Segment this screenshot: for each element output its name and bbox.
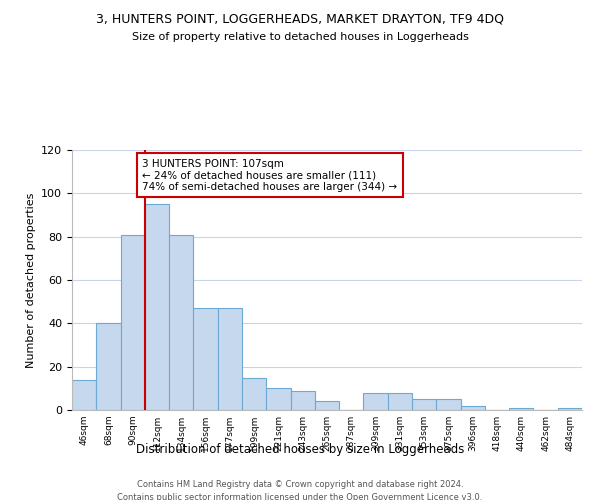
Bar [145,204,169,410]
Bar [364,392,388,410]
Bar [388,392,412,410]
Bar [461,406,485,410]
Bar [242,378,266,410]
Text: Distribution of detached houses by size in Loggerheads: Distribution of detached houses by size … [136,442,464,456]
Bar [509,408,533,410]
Bar [436,399,461,410]
Text: Contains HM Land Registry data © Crown copyright and database right 2024.: Contains HM Land Registry data © Crown c… [137,480,463,489]
Bar [169,234,193,410]
Bar [266,388,290,410]
Bar [121,234,145,410]
Text: Size of property relative to detached houses in Loggerheads: Size of property relative to detached ho… [131,32,469,42]
Bar [72,380,96,410]
Y-axis label: Number of detached properties: Number of detached properties [26,192,35,368]
Bar [290,390,315,410]
Bar [96,324,121,410]
Text: Contains public sector information licensed under the Open Government Licence v3: Contains public sector information licen… [118,492,482,500]
Text: 3, HUNTERS POINT, LOGGERHEADS, MARKET DRAYTON, TF9 4DQ: 3, HUNTERS POINT, LOGGERHEADS, MARKET DR… [96,12,504,26]
Bar [193,308,218,410]
Text: 3 HUNTERS POINT: 107sqm
← 24% of detached houses are smaller (111)
74% of semi-d: 3 HUNTERS POINT: 107sqm ← 24% of detache… [142,158,398,192]
Bar [315,402,339,410]
Bar [558,408,582,410]
Bar [218,308,242,410]
Bar [412,399,436,410]
